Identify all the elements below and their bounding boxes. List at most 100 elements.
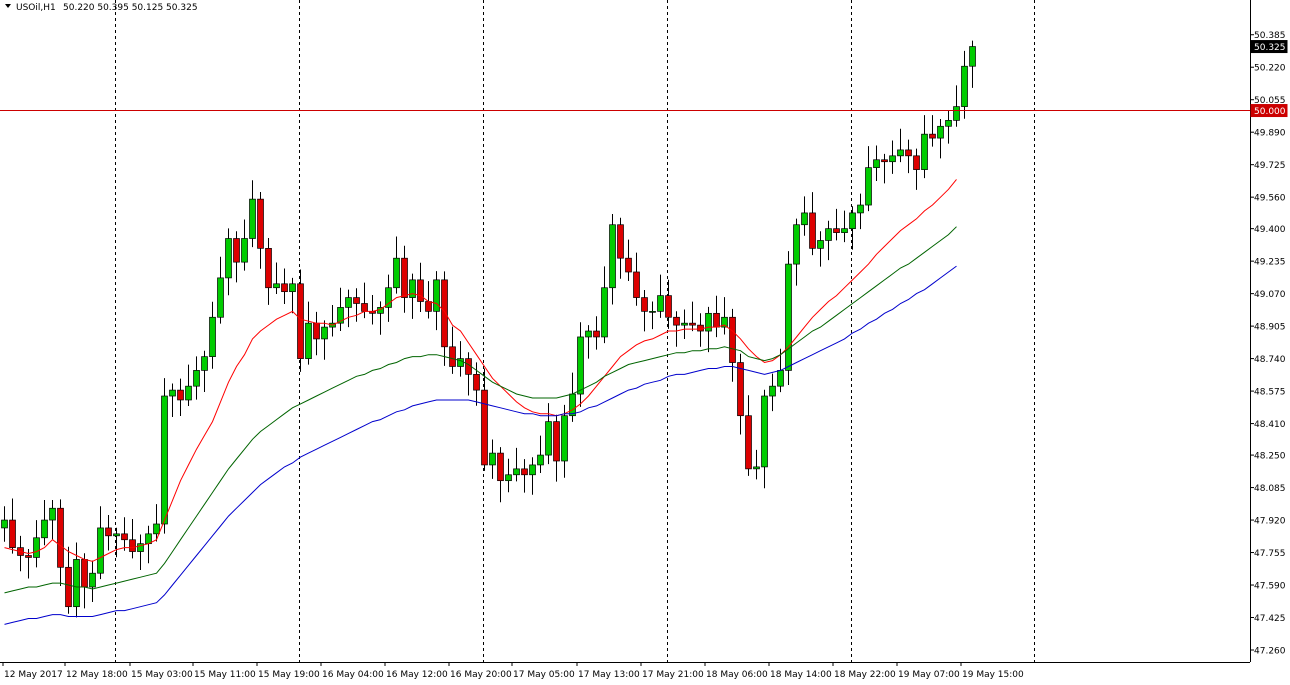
bull-candle [193,356,200,400]
candle-body [561,415,568,462]
bear-candle [481,368,488,471]
price-tick-label: 47.590 [1254,582,1286,592]
bull-candle [537,435,544,474]
candle-body [961,65,968,107]
candle-body [25,555,32,558]
bull-candle [345,289,352,328]
bear-candle [121,517,128,551]
candle-body [729,316,736,363]
candle-body [817,240,824,249]
bull-candle [705,306,712,353]
bull-candle [321,320,328,360]
bear-candle [177,378,184,417]
candle-body [441,279,448,348]
candle-body [321,326,328,340]
price-tick-label: 49.890 [1254,129,1286,139]
time-tick-label: 18 May 14:00 [770,670,832,680]
candle-body [761,395,768,468]
symbol-label: USOil,H1 [16,3,56,13]
candle-body [505,474,512,482]
time-tick-label: 16 May 04:00 [322,670,384,680]
bull-candle [721,297,728,335]
bear-candle [297,269,304,372]
bear-candle [129,519,136,559]
bull-candle [969,40,976,88]
candle-body [689,322,696,326]
candle-body [537,454,544,466]
candle-body [897,149,904,157]
bull-candle [1,506,8,542]
candle-body [737,362,744,417]
candle-body [785,263,792,371]
bear-candle [401,245,408,313]
candle-body [9,519,16,548]
bull-candle [817,231,824,267]
bear-candle [689,301,696,332]
candle-body [585,330,592,338]
candle-body [481,389,488,466]
candle-body [57,507,64,568]
bull-candle [577,322,584,407]
candle-body [681,322,688,326]
candle-body [201,356,208,371]
candle-body [601,287,608,338]
ema-blue-line [4,265,957,625]
candle-body [233,238,240,263]
price-tick-label: 49.400 [1254,225,1286,235]
bear-candle [809,192,816,256]
candle-body [569,393,576,417]
candle-body [449,346,456,367]
candle-body [801,212,808,226]
bull-candle [753,449,760,480]
candle-body [289,283,296,293]
badge-label: 50.325 [1254,43,1286,53]
candle-body [665,295,672,318]
bear-candle [57,499,64,586]
bull-candle [841,210,848,243]
candle-body [89,572,96,588]
bull-candle [513,447,520,482]
candle-body [633,271,640,298]
time-tick-label: 19 May 07:00 [898,670,960,680]
bull-candle [801,196,808,236]
bear-candle [833,208,840,241]
bull-candle [185,364,192,406]
time-tick-label: 12 May 2017 [4,670,63,680]
candle-body [65,566,72,608]
bear-candle [233,231,240,283]
price-tick-label: 47.920 [1254,517,1286,527]
bull-candle [585,325,592,359]
bear-candle [521,459,528,493]
badge-box [1250,104,1288,118]
bear-candle [929,115,936,147]
time-tick-label: 18 May 06:00 [706,670,768,680]
candle-body [241,238,248,263]
candle-body [417,279,424,302]
bull-candle [681,309,688,340]
candle-body [657,295,664,312]
bear-candle [497,447,504,503]
bear-candle [913,148,920,190]
price-tick-label: 49.235 [1254,258,1286,268]
ema-green-line [4,226,957,594]
bear-candle [473,362,480,406]
bull-candle [49,499,56,540]
candle-body [209,316,216,357]
bear-candle [881,153,888,184]
price-tick-label: 47.425 [1254,614,1286,624]
candle-body [345,297,352,308]
candle-body [409,279,416,298]
bull-candle [825,220,832,261]
candle-body [177,389,184,401]
price-tick-label: 48.410 [1254,420,1286,430]
candle-body [497,452,504,482]
candle-body [937,125,944,139]
triangle-down-icon[interactable] [5,4,11,8]
bull-candle [169,383,176,417]
moving-averages [4,179,957,625]
price-axis: 47.260 47.425 47.590 47.755 47.920 48.085 48.2… [1250,31,1286,657]
bull-candle [217,256,224,324]
candle-body [545,421,552,456]
bear-candle [641,290,648,332]
